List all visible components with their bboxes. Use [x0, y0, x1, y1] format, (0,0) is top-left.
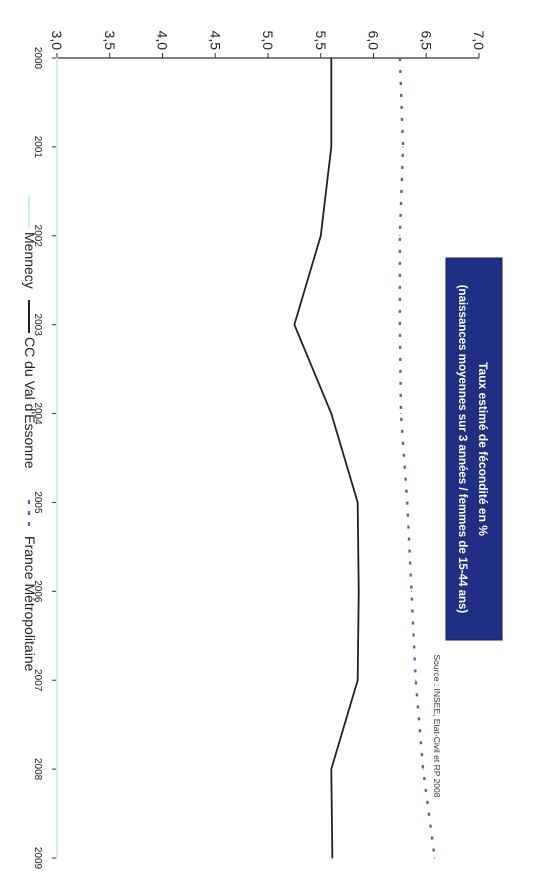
data-point [56, 590, 58, 592]
data-point [56, 146, 58, 148]
data-point [56, 57, 58, 59]
data-point [320, 235, 322, 237]
data-point [56, 412, 58, 415]
y-tick-label: 4,0 [155, 31, 171, 51]
data-point [357, 501, 359, 504]
data-point [56, 324, 58, 326]
data-point [56, 235, 58, 237]
x-tick-label: 2003 [32, 314, 43, 337]
x-tick-label: 2008 [32, 758, 43, 781]
data-point [330, 768, 332, 770]
x-tick-label: 2001 [32, 136, 43, 159]
chart-title-box: Taux estimé de fécondité en % (naissance… [445, 257, 503, 641]
data-point [331, 857, 333, 859]
data-point [56, 679, 58, 681]
x-tick-label: 2005 [32, 491, 43, 514]
data-point [434, 857, 436, 859]
x-tick-label: 2002 [32, 225, 43, 248]
data-point [330, 412, 332, 415]
y-tick-label: 5,0 [260, 31, 276, 51]
data-point [56, 857, 58, 859]
data-point [399, 235, 401, 237]
x-tick-label: 2004 [32, 402, 43, 425]
legend-label-mennecy: Mennecy [22, 232, 38, 289]
y-axis-ticks: 3,0 3,5 4,0 4,5 5,0 5,5 6,0 6,5 7,0 [49, 31, 487, 58]
data-point [293, 324, 295, 326]
data-point [358, 590, 360, 592]
legend-label-france: France Métropolitaine [22, 536, 38, 672]
x-axis-ticks: 2000 2001 2002 2003 2004 2005 2006 2007 2008 2009 [32, 47, 57, 870]
data-point [330, 146, 332, 148]
x-tick-label: 2009 [32, 847, 43, 870]
data-point [422, 768, 424, 770]
chart-source: Source : INSEE, Etat-Civil et RP 2008 [432, 655, 442, 798]
chart-title: Taux estimé de fécondité en % [476, 362, 490, 536]
series-group [56, 57, 436, 859]
data-point [56, 501, 58, 504]
y-tick-label: 4,5 [207, 31, 223, 51]
y-tick-label: 7,0 [471, 31, 487, 51]
y-tick-label: 6,0 [366, 31, 382, 51]
data-point [406, 501, 408, 504]
data-point [330, 57, 332, 59]
data-point [400, 412, 402, 415]
y-tick-label: 6,5 [418, 31, 434, 51]
y-tick-label: 3,0 [49, 31, 65, 51]
y-tick-label: 5,5 [313, 31, 329, 51]
y-tick-label: 3,5 [102, 31, 118, 51]
data-point [357, 679, 359, 681]
data-point [402, 146, 404, 148]
x-tick-label: 2000 [32, 47, 43, 70]
series-line-france [398, 57, 436, 859]
legend-label-cc-val-essonne: CC du Val d'Essonne [22, 337, 38, 469]
chart-subtitle: (naissances moyennes sur 3 années / femm… [456, 285, 468, 614]
data-point [415, 679, 417, 681]
x-tick-label: 2007 [32, 669, 43, 692]
data-point [399, 57, 401, 59]
data-point [410, 590, 413, 592]
legend: Mennecy CC du Val d'Essonne France Métro… [22, 195, 38, 672]
data-point [56, 768, 58, 770]
data-point [399, 324, 401, 326]
series-line-cc-val-essonne [293, 58, 360, 859]
x-tick-label: 2006 [32, 580, 43, 603]
